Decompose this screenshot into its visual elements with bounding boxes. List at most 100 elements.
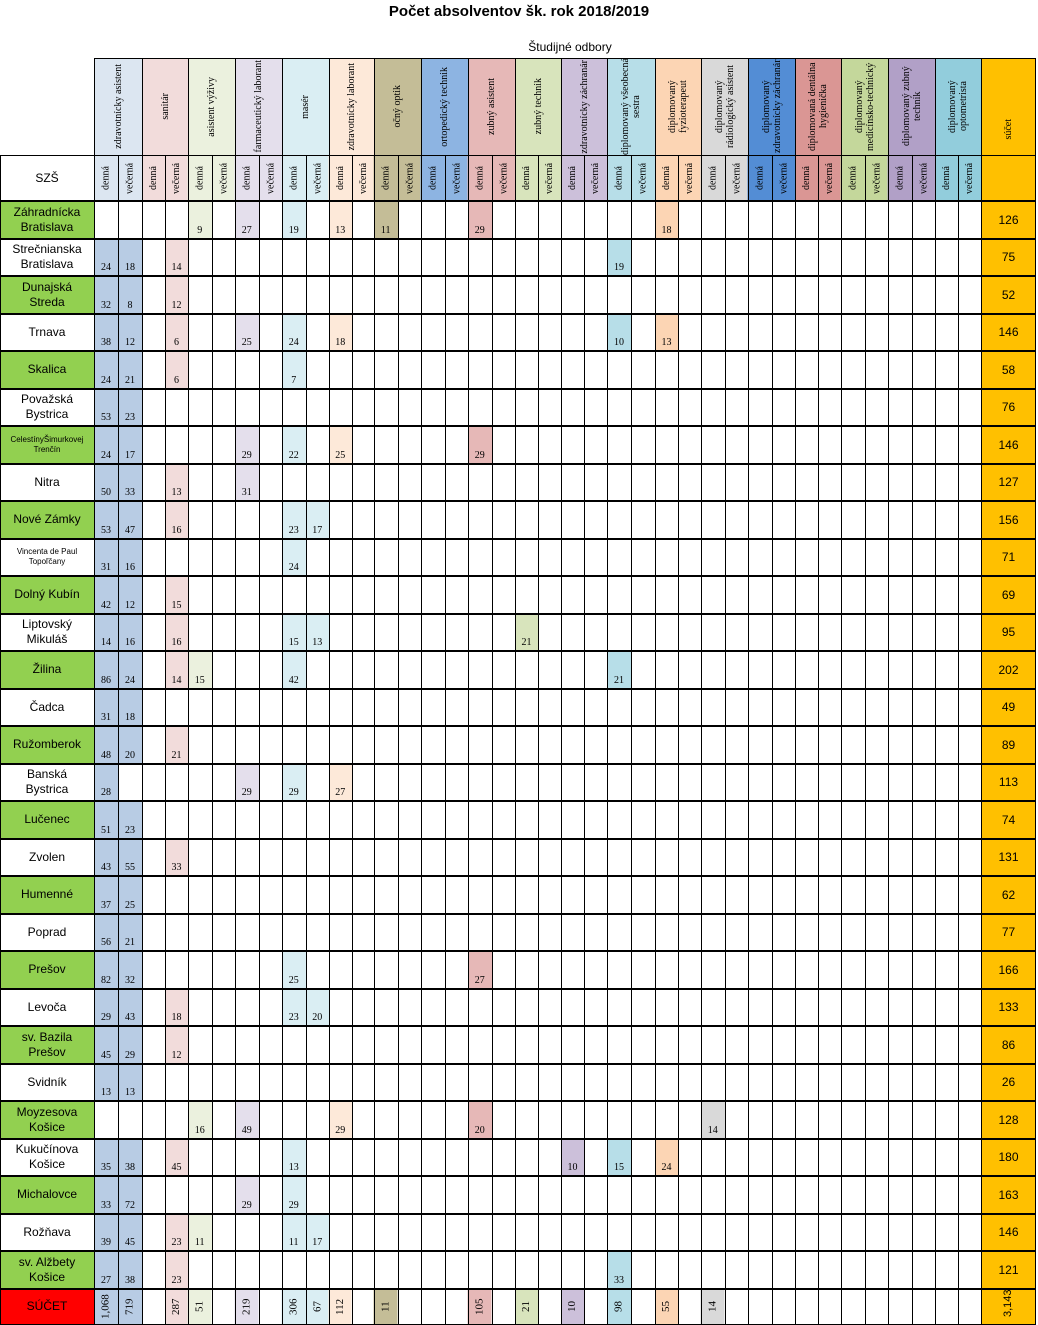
form-day-label: denná <box>282 155 306 201</box>
count-cell: 42 <box>94 576 118 614</box>
school-name: Nitra <box>34 474 60 489</box>
count-cell: 15 <box>165 576 188 614</box>
specialty-header: zubný asistent <box>468 58 515 155</box>
form-day-label: denná <box>142 155 165 201</box>
count-cell: 37 <box>94 876 118 914</box>
specialty-name: zdravotnícky laborant <box>346 62 357 151</box>
count-cell: 29 <box>235 1176 259 1214</box>
row-sum: 58 <box>981 351 1036 389</box>
row-sum: 86 <box>981 1026 1036 1064</box>
count-cell: 13 <box>655 313 678 351</box>
grid-line <box>748 58 749 1325</box>
grid-line <box>678 155 679 1325</box>
grid-line <box>795 58 796 1325</box>
count-cell: 53 <box>94 501 118 539</box>
count-cell: 33 <box>607 1251 631 1289</box>
grid-line <box>561 58 562 1325</box>
grid-line <box>0 762 1036 765</box>
form-day-label: denná <box>188 155 212 201</box>
school-name: Prešov <box>0 951 94 989</box>
specialty-name: diplomovaný optometrista <box>947 80 969 133</box>
form-evening-label: večerná <box>538 155 561 201</box>
grid-line <box>0 1137 1036 1140</box>
row-sum: 113 <box>981 763 1036 801</box>
specialty-header: zubný technik <box>515 58 561 155</box>
count-cell: 39 <box>94 1213 118 1251</box>
total-cell: 287 <box>165 1288 188 1325</box>
count-cell: 10 <box>607 313 631 351</box>
grid-line <box>0 725 1036 727</box>
count-cell: 21 <box>607 651 631 689</box>
total-cell: 67 <box>305 1288 329 1325</box>
row-sum: 62 <box>981 876 1036 914</box>
form-evening-label: večerná <box>724 155 748 201</box>
row-sum: 71 <box>981 538 1036 576</box>
form-day-label: denná <box>701 155 725 201</box>
specialty-name: farmaceutický laborant <box>253 60 264 153</box>
grid-line <box>0 500 1036 502</box>
school-name: Liptovský Mikuláš <box>21 617 73 647</box>
school-name: Vincenta de Paul Topoľčany <box>16 547 78 567</box>
form-evening-label: večerná <box>351 155 374 201</box>
grid-line <box>0 987 1036 990</box>
form-day-label: denná <box>561 155 584 201</box>
count-cell: 18 <box>118 688 142 726</box>
grid-line <box>118 155 119 1325</box>
count-cell: 55 <box>118 838 142 876</box>
form-day-label: denná <box>607 155 631 201</box>
form-day-label: denná <box>421 155 445 201</box>
total-cell: 14 <box>701 1288 725 1325</box>
total-label: SÚČET <box>0 1288 94 1325</box>
count-cell: 12 <box>118 313 142 351</box>
school-name: Žilina <box>0 651 94 689</box>
count-cell: 31 <box>94 538 118 576</box>
grid-line <box>397 155 399 1325</box>
count-cell: 13 <box>118 1063 142 1101</box>
count-cell: 24 <box>282 538 306 576</box>
grid-line <box>0 237 1036 240</box>
specialty-name: zdravotnícky záchranár <box>578 59 590 154</box>
count-cell: 14 <box>94 613 118 651</box>
count-cell: 18 <box>655 201 678 239</box>
count-cell: 9 <box>188 201 212 239</box>
count-cell: 32 <box>94 276 118 314</box>
grid-line <box>911 155 913 1325</box>
form-day-label: denná <box>468 155 492 201</box>
count-cell: 56 <box>94 913 118 951</box>
grid-line <box>0 912 1036 915</box>
sum-header: súčet <box>981 58 1036 201</box>
specialty-name: diplomovaný rádiologický asistent <box>713 64 736 149</box>
count-cell: 24 <box>94 238 118 276</box>
count-cell: 13 <box>282 1138 306 1176</box>
count-cell: 17 <box>305 1213 329 1251</box>
row-sum: 146 <box>981 426 1036 464</box>
total-cell: 219 <box>235 1288 259 1325</box>
specialty-name: diplomovaný fyzioterapeut <box>667 80 689 133</box>
count-cell: 29 <box>329 1101 352 1139</box>
school-name: Humenné <box>0 876 94 914</box>
form-day-label: denná <box>841 155 865 201</box>
grid-line <box>0 387 1036 390</box>
form-evening-label: večerná <box>258 155 282 201</box>
form-evening-label: večerná <box>631 155 655 201</box>
count-cell: 50 <box>94 463 118 501</box>
row-sum: 146 <box>981 1213 1036 1251</box>
count-cell: 11 <box>282 1213 306 1251</box>
count-cell: 27 <box>235 201 259 239</box>
row-sum: 146 <box>981 313 1036 351</box>
count-cell: 33 <box>165 838 188 876</box>
grid-line <box>724 155 726 1325</box>
grid-line <box>0 155 1 1325</box>
count-cell: 19 <box>282 201 306 239</box>
form-evening-label: večerná <box>958 155 981 201</box>
specialty-name: sanitár <box>159 93 171 120</box>
count-cell: 15 <box>188 651 212 689</box>
row-sum: 75 <box>981 238 1036 276</box>
grid-line <box>0 1323 1036 1325</box>
count-cell: 33 <box>118 463 142 501</box>
count-cell: 25 <box>329 426 352 464</box>
grid-line <box>1035 58 1036 1325</box>
count-cell: 31 <box>235 463 259 501</box>
specialty-name: masér <box>300 94 311 119</box>
count-cell: 13 <box>94 1063 118 1101</box>
